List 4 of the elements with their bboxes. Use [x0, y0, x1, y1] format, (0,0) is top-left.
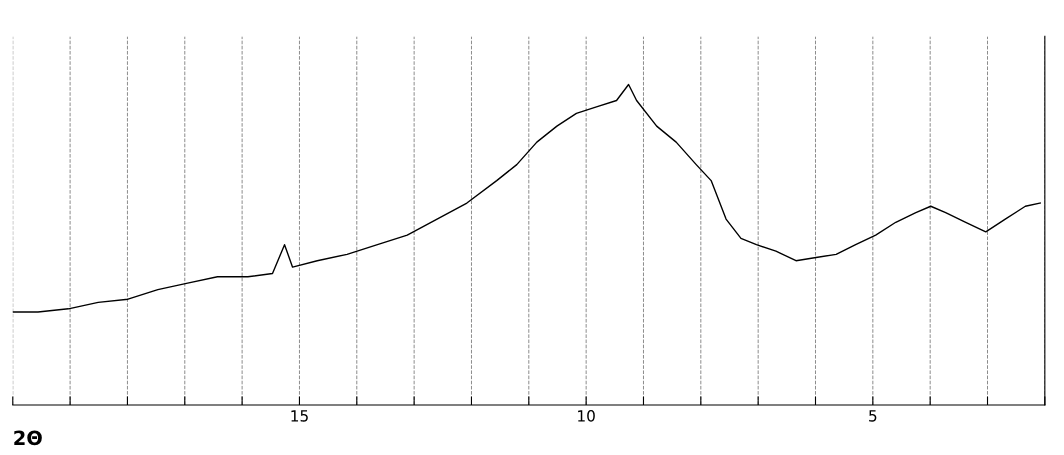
x-axis-title: 2Θ: [14, 430, 42, 446]
x-tick-label: 5: [869, 410, 877, 422]
x-tick-label: 10: [578, 410, 595, 422]
x-tick-label: 15: [291, 410, 308, 422]
